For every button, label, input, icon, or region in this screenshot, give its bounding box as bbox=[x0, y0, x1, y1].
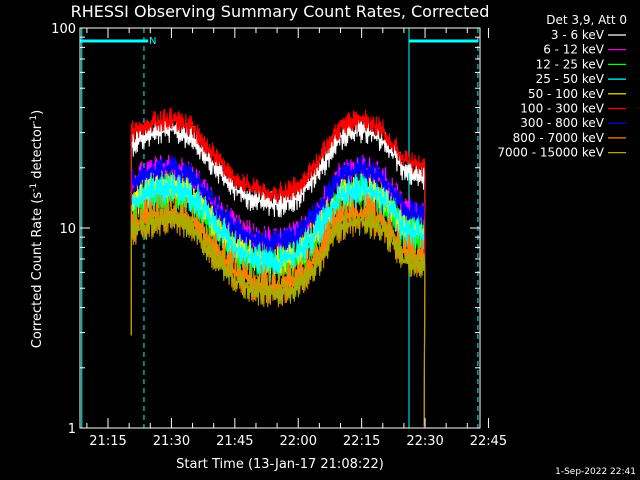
x-axis-label: Start Time (13-Jan-17 21:08:22) bbox=[176, 457, 384, 472]
y-tick-label: 100 bbox=[51, 22, 76, 37]
legend-header: Det 3,9, Att 0 bbox=[546, 13, 627, 27]
legend-label: 3 - 6 keV bbox=[551, 28, 605, 42]
x-tick-label: 22:30 bbox=[406, 434, 443, 449]
x-tick-label: 22:15 bbox=[343, 434, 380, 449]
series-line-6 bbox=[130, 107, 426, 427]
y-tick-label: 1 bbox=[68, 422, 76, 437]
y-axis-label: Corrected Count Rate (s-1 detector-1) bbox=[29, 110, 45, 348]
series-line-7 bbox=[130, 155, 426, 427]
legend-label: 25 - 50 keV bbox=[536, 72, 605, 86]
night-marker: N bbox=[149, 36, 156, 47]
series-line-1 bbox=[130, 117, 426, 427]
chart-title: RHESSI Observing Summary Count Rates, Co… bbox=[71, 2, 490, 21]
x-tick-label: 22:00 bbox=[280, 434, 317, 449]
axes-layer: 1 10 100 21:15 21:30 21:45 22:00 22:15 22:30 22:4… bbox=[51, 22, 507, 449]
x-tick-label: 21:15 bbox=[89, 434, 126, 449]
legend-label: 300 - 800 keV bbox=[520, 116, 604, 130]
x-tick-label: 21:45 bbox=[216, 434, 253, 449]
series-layer bbox=[130, 107, 426, 427]
timestamp-label: 1-Sep-2022 22:41 bbox=[555, 467, 636, 477]
legend-label: 6 - 12 keV bbox=[543, 43, 605, 57]
legend-label: 7000 - 15000 keV bbox=[497, 146, 604, 160]
legend-label: 50 - 100 keV bbox=[528, 87, 605, 101]
series-line-9 bbox=[130, 204, 426, 427]
legend-label: 800 - 7000 keV bbox=[513, 131, 605, 145]
legend-label: 100 - 300 keV bbox=[520, 102, 604, 116]
legend-label: 12 - 25 keV bbox=[536, 57, 605, 71]
x-tick-label: 21:30 bbox=[153, 434, 190, 449]
y-tick-label: 10 bbox=[59, 222, 76, 237]
x-tick-label: 22:45 bbox=[470, 434, 507, 449]
